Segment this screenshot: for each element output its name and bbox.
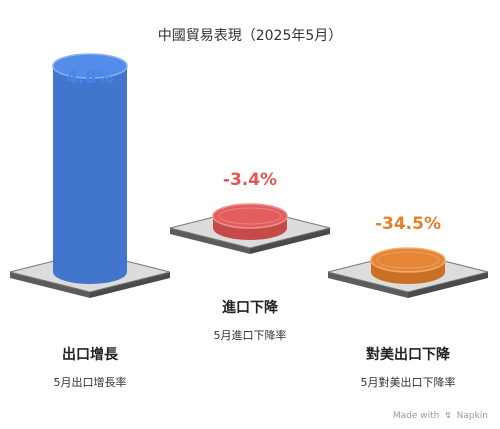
chart-title: 中國貿易表現（2025年5月） xyxy=(157,28,343,44)
platform-side-left xyxy=(170,228,250,254)
platform-side-right xyxy=(408,272,488,298)
category-label-us-export: 對美出口下降 xyxy=(366,347,450,363)
watermark: Made with ↯ Napkin xyxy=(393,411,488,421)
cylinder-top-ring xyxy=(218,207,282,225)
watermark-brand: Napkin xyxy=(456,411,488,421)
cylinder-body xyxy=(53,66,127,284)
value-label-import: -3.4% xyxy=(222,170,278,190)
category-label-import: 進口下降 xyxy=(222,300,278,316)
platform-side-right xyxy=(90,272,170,298)
platform-side-left xyxy=(328,272,408,298)
category-sub-us-export: 5月對美出口下降率 xyxy=(360,376,456,389)
value-label-us-export: -34.5% xyxy=(374,214,442,234)
platform-side-left xyxy=(10,272,90,298)
cylinder-top-ring xyxy=(376,251,440,269)
platform-side-right xyxy=(250,228,330,254)
watermark-prefix: Made with xyxy=(392,411,440,421)
category-sub-import: 5月進口下降率 xyxy=(213,329,287,342)
cylinder-top xyxy=(52,53,128,79)
napkin-logo-icon: ↯ xyxy=(444,411,452,421)
value-label-export: 4.8% xyxy=(66,68,114,88)
category-sub-export: 5月出口增長率 xyxy=(53,376,127,389)
category-label-export: 出口增長 xyxy=(62,347,118,363)
